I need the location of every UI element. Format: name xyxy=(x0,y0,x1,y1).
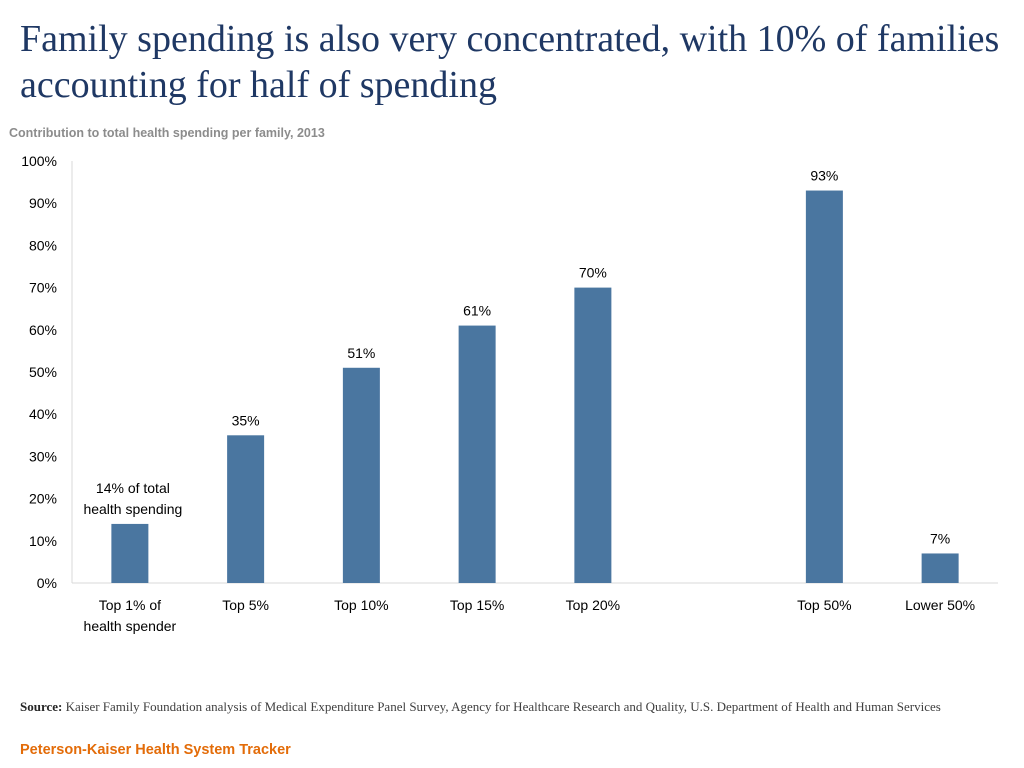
source-note: Source: Kaiser Family Foundation analysi… xyxy=(20,698,1010,716)
bar xyxy=(111,523,149,583)
bar-data-label: 93% xyxy=(810,168,838,184)
y-tick-label: 10% xyxy=(29,533,57,549)
bar-data-label: 70% xyxy=(579,265,607,281)
bar xyxy=(342,367,380,583)
bar-data-label: 14% of total xyxy=(96,480,170,496)
x-tick-label: Lower 50% xyxy=(905,597,975,613)
bar-data-label: health spending xyxy=(83,501,182,517)
y-tick-label: 70% xyxy=(29,280,57,296)
bar xyxy=(805,190,843,583)
bar-data-label: 35% xyxy=(232,412,260,428)
y-tick-label: 20% xyxy=(29,491,57,507)
x-tick-label: Top 50% xyxy=(797,597,851,613)
y-tick-label: 90% xyxy=(29,195,57,211)
bar xyxy=(458,325,496,583)
bar-chart: 100% 90% 80% 70% 60% 50% 40% 30% 20% 10% 0% 14% of … xyxy=(21,153,998,634)
chart-subtitle: Contribution to total health spending pe… xyxy=(9,126,325,140)
x-tick-label: Top 10% xyxy=(334,597,388,613)
y-tick-label: 60% xyxy=(29,322,57,338)
brand-footer: Peterson-Kaiser Health System Tracker xyxy=(20,742,291,758)
y-tick-label: 40% xyxy=(29,406,57,422)
bar-data-label: 61% xyxy=(463,303,491,319)
x-tick-label: Top 15% xyxy=(450,597,504,613)
y-tick-label: 100% xyxy=(21,153,57,169)
bar xyxy=(921,553,959,583)
bar-data-label: 51% xyxy=(347,345,375,361)
bar xyxy=(227,435,265,583)
bar xyxy=(574,287,612,583)
source-label: Source: xyxy=(20,699,63,714)
x-tick-label: health spender xyxy=(84,618,177,634)
x-tick-label: Top 1% of xyxy=(99,597,161,613)
y-tick-label: 50% xyxy=(29,364,57,380)
x-tick-label: Top 20% xyxy=(566,597,620,613)
page-title: Family spending is also very concentrate… xyxy=(20,18,1000,106)
y-tick-label: 80% xyxy=(29,237,57,253)
y-tick-label: 30% xyxy=(29,448,57,464)
x-tick-label: Top 5% xyxy=(222,597,269,613)
bar-data-label: 7% xyxy=(930,530,950,546)
y-tick-label: 0% xyxy=(37,575,57,591)
source-text: Kaiser Family Foundation analysis of Med… xyxy=(65,699,941,714)
